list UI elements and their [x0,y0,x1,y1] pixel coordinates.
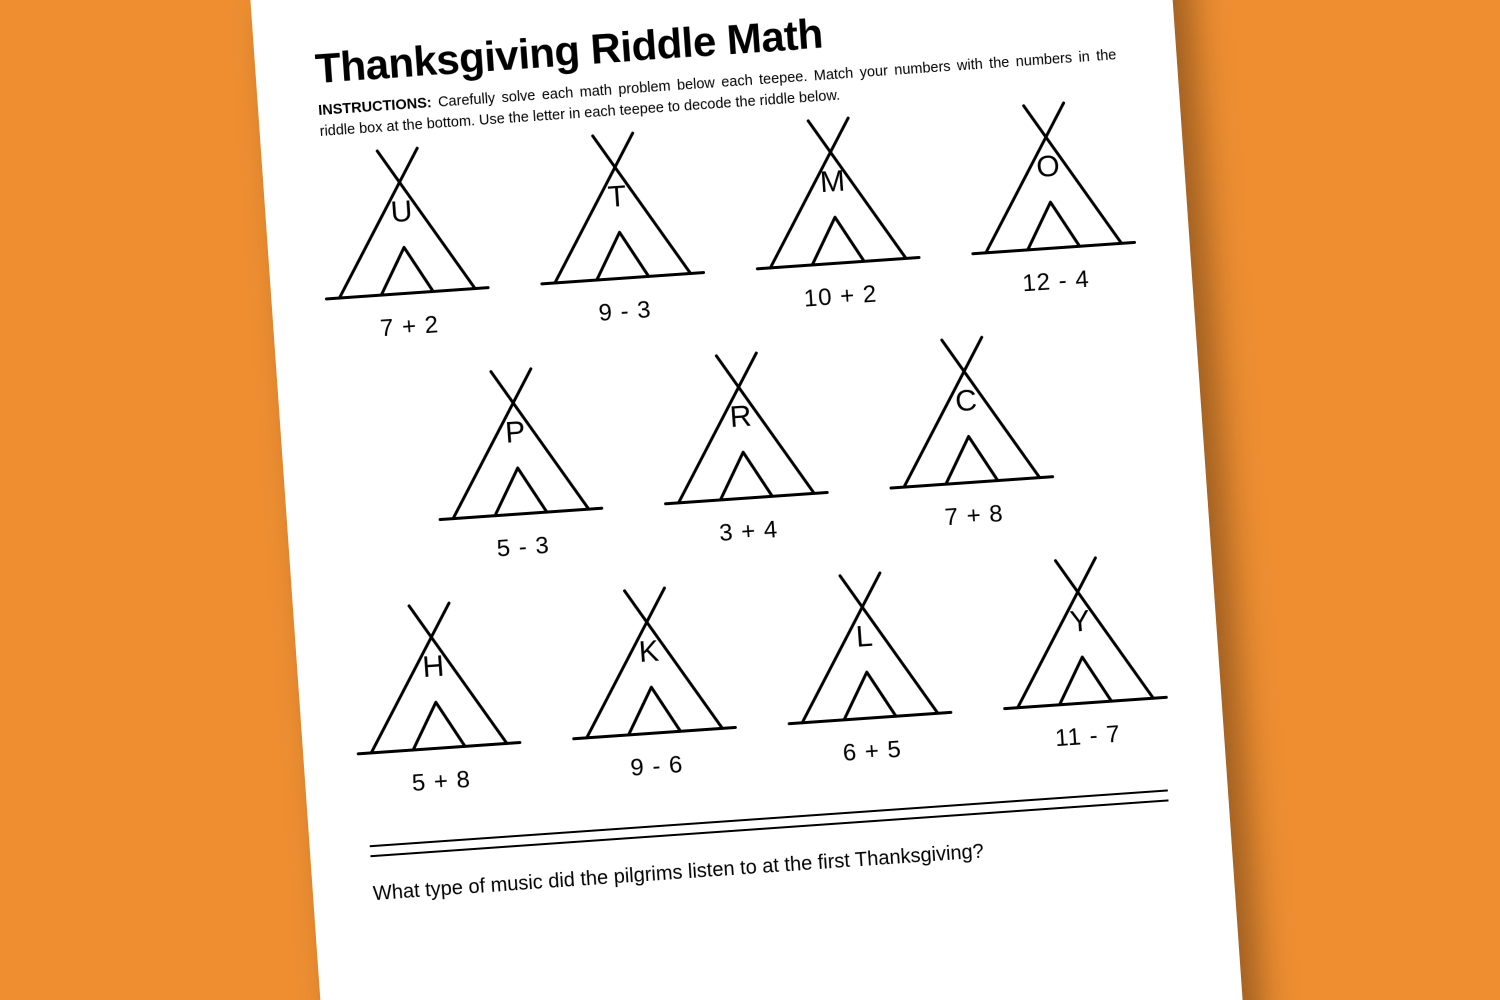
paper-shadow-wrap: Thanksgiving Riddle Math INSTRUCTIONS: C… [250,0,1250,1000]
teepee-icon: C [877,331,1058,502]
teepee-letter: O [1035,150,1061,185]
teepee-icon: Y [991,551,1172,722]
math-problem: 5 - 3 [496,532,551,564]
teepee-item: O 12 - 4 [959,97,1142,302]
instructions-label: INSTRUCTIONS: [318,95,432,119]
math-problem: 7 + 2 [379,311,440,343]
math-problem: 9 - 6 [629,751,684,783]
math-problem: 11 - 7 [1054,721,1121,754]
teepee-icon: P [426,362,607,533]
teepee-icon: T [528,127,709,298]
teepee-row: H 5 + 8 K 9 - 6 L 6 + 5 Y 11 - 7 [353,552,1165,801]
teepee-row: P 5 - 3 R 3 + 4 C 7 + 8 [337,325,1149,574]
worksheet-paper: Thanksgiving Riddle Math INSTRUCTIONS: C… [250,0,1250,1000]
math-problem: 3 + 4 [718,516,779,548]
math-problem: 10 + 2 [803,281,878,314]
teepee-letter: U [390,195,414,229]
teepee-letter: L [855,620,874,654]
teepee-item: Y 11 - 7 [991,551,1174,756]
teepee-icon: U [312,142,493,313]
teepee-grid: U 7 + 2 T 9 - 3 M 10 + 2 O 12 - 4 P 5 - … [321,97,1164,801]
teepee-item: P 5 - 3 [421,362,614,568]
teepee-item: K 9 - 6 [560,582,743,787]
math-problem: 7 + 8 [944,500,1005,532]
teepee-item: M 10 + 2 [743,112,926,317]
teepee-letter: H [421,650,445,684]
teepee-item: L 6 + 5 [775,566,958,771]
math-problem: 9 - 3 [598,296,653,328]
teepee-letter: C [954,384,978,418]
teepee-item: U 7 + 2 [312,142,495,347]
teepee-letter: M [819,165,846,200]
math-problem: 6 + 5 [842,736,903,768]
teepee-letter: P [504,415,526,449]
teepee-letter: Y [1069,605,1091,639]
teepee-item: T 9 - 3 [528,127,711,332]
teepee-icon: R [651,347,832,518]
teepee-item: H 5 + 8 [344,597,527,802]
teepee-item: C 7 + 8 [872,330,1065,536]
teepee-letter: R [729,400,753,434]
stage: Thanksgiving Riddle Math INSTRUCTIONS: C… [0,0,1500,1000]
teepee-item: R 3 + 4 [646,346,839,552]
math-problem: 5 + 8 [411,766,472,798]
teepee-icon: L [775,566,956,737]
teepee-icon: H [344,597,525,768]
teepee-letter: T [607,180,628,214]
math-problem: 12 - 4 [1021,266,1090,299]
teepee-icon: O [959,97,1140,268]
teepee-icon: M [743,112,924,283]
teepee-row: U 7 + 2 T 9 - 3 M 10 + 2 O 12 - 4 [321,97,1133,346]
teepee-letter: K [638,635,660,669]
teepee-icon: K [560,582,741,753]
